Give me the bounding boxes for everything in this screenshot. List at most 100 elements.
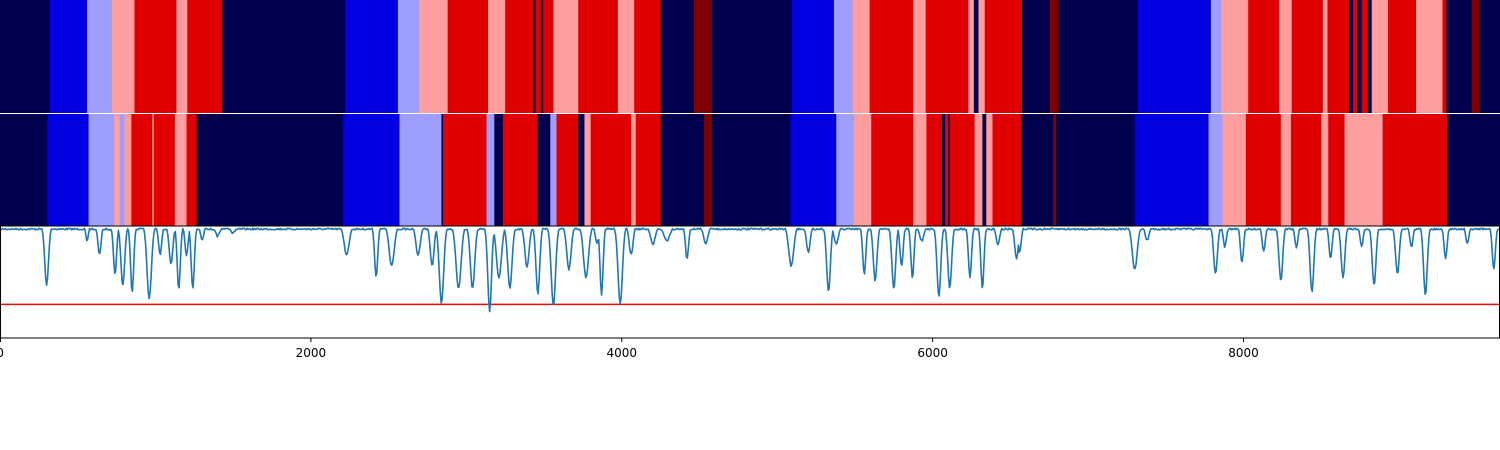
strip-bottom-segment [342,114,400,226]
strip-top-segment [1137,0,1212,113]
strip-top-segment [418,0,449,113]
strip-bottom-segment [88,114,115,226]
strip-bottom-segment [949,114,976,226]
strip-bottom-segment [986,114,993,226]
strip-bottom-segment [399,114,442,226]
signal-line-series [0,227,1500,313]
x-axis: 0 2000 4000 6000 8000 [0,338,1259,360]
strip-top-segment [87,0,113,113]
strip-top-segment [1050,0,1059,113]
strip-top-segment [1349,0,1354,113]
strip-bottom-segment [441,114,444,226]
strip-top-segment [222,0,346,113]
strip-top-segment [49,0,88,113]
strip-top-segment [852,0,871,113]
strip-bottom-segment [47,114,89,226]
strip-top-segment [1442,0,1447,113]
strip-top-segment [913,0,927,113]
strip-top-segment [1446,0,1473,113]
strip-top-segment [540,0,544,113]
strip-bottom-segment [550,114,557,226]
strip-bottom-segment [941,114,946,226]
strip-top-segment [1248,0,1280,113]
strip-top-segment [1022,0,1051,113]
strip-bottom-segment [1134,114,1209,226]
strip-top-segment [111,0,135,113]
strip-top-segment [553,0,579,113]
strip-top-segment [533,0,536,113]
strip-bottom-segment [711,114,791,226]
strip-top-segment [1416,0,1443,113]
strip-top-segment [1220,0,1249,113]
strip-top-segment [973,0,979,113]
strip-bottom-segment [631,114,637,226]
segmentation-strip-top [0,0,1500,113]
strip-top-segment [1361,0,1369,113]
strip-bottom-segment [152,114,155,226]
strip-top-segment [187,0,223,113]
strip-bottom-segment [578,114,585,226]
strip-top-segment [1371,0,1389,113]
strip-bottom-segment [1328,114,1345,226]
segmentation-strip-bottom [0,114,1500,226]
strip-bottom-segment [486,114,495,226]
strip-bottom-segment [537,114,551,226]
strip-top-segment [535,0,542,113]
strip-bottom-segment [153,114,176,226]
x-tick-label: 8000 [1228,346,1259,360]
strip-top-segment [134,0,177,113]
strip-bottom-segment [174,114,187,226]
strip-bottom-segment [871,114,914,226]
strip-bottom-segment [854,114,872,226]
strip-bottom-segment [1280,114,1292,226]
strip-bottom-segment [1321,114,1329,226]
strip-top-segment [488,0,506,113]
strip-bottom-segment [186,114,198,226]
strip-top-segment [791,0,835,113]
strip-top-segment [968,0,975,113]
strip-bottom-segment [584,114,592,226]
strip-bottom-segment [974,114,983,226]
strip-top-segment [176,0,188,113]
x-tick-label: 6000 [917,346,948,360]
strip-top-segment [1291,0,1324,113]
strip-top-segment [1356,0,1363,113]
strip-bottom-segment [556,114,579,226]
strip-bottom-segment [660,114,705,226]
strip-bottom-segment [1053,114,1057,226]
x-tick-label: 2000 [296,346,327,360]
strip-top-segment [345,0,399,113]
strip-top-segment [711,0,793,113]
strip-top-segment [869,0,914,113]
strip-top-segment [1322,0,1328,113]
strip-top-segment [978,0,986,113]
strip-bottom-segment [590,114,632,226]
strip-bottom-segment [502,114,539,226]
strip-bottom-segment [494,114,504,226]
strip-bottom-segment [124,114,132,226]
strip-top-segment [1327,0,1350,113]
strip-top-segment [1210,0,1222,113]
strip-top-segment [1058,0,1139,113]
strip-top-segment [984,0,1023,113]
strip-top-segment [660,0,695,113]
strip-bottom-segment [0,114,48,226]
x-tick-label: 0 [0,346,4,360]
strip-bottom-segment [1382,114,1448,226]
strip-bottom-segment [114,114,121,226]
strip-bottom-segment [119,114,125,226]
strip-top-segment [0,0,51,113]
strip-top-segment [447,0,489,113]
strip-bottom-segment [945,114,949,226]
strip-top-segment [543,0,554,113]
strip-bottom-segment [196,114,344,226]
strip-bottom-segment [913,114,927,226]
strip-bottom-segment [1222,114,1247,226]
strip-bottom-segment [1290,114,1322,226]
strip-top-segment [833,0,853,113]
strip-top-segment [617,0,635,113]
strip-bottom-segment [1208,114,1223,226]
strip-top-segment [694,0,713,113]
strip-bottom-segment [948,114,951,226]
